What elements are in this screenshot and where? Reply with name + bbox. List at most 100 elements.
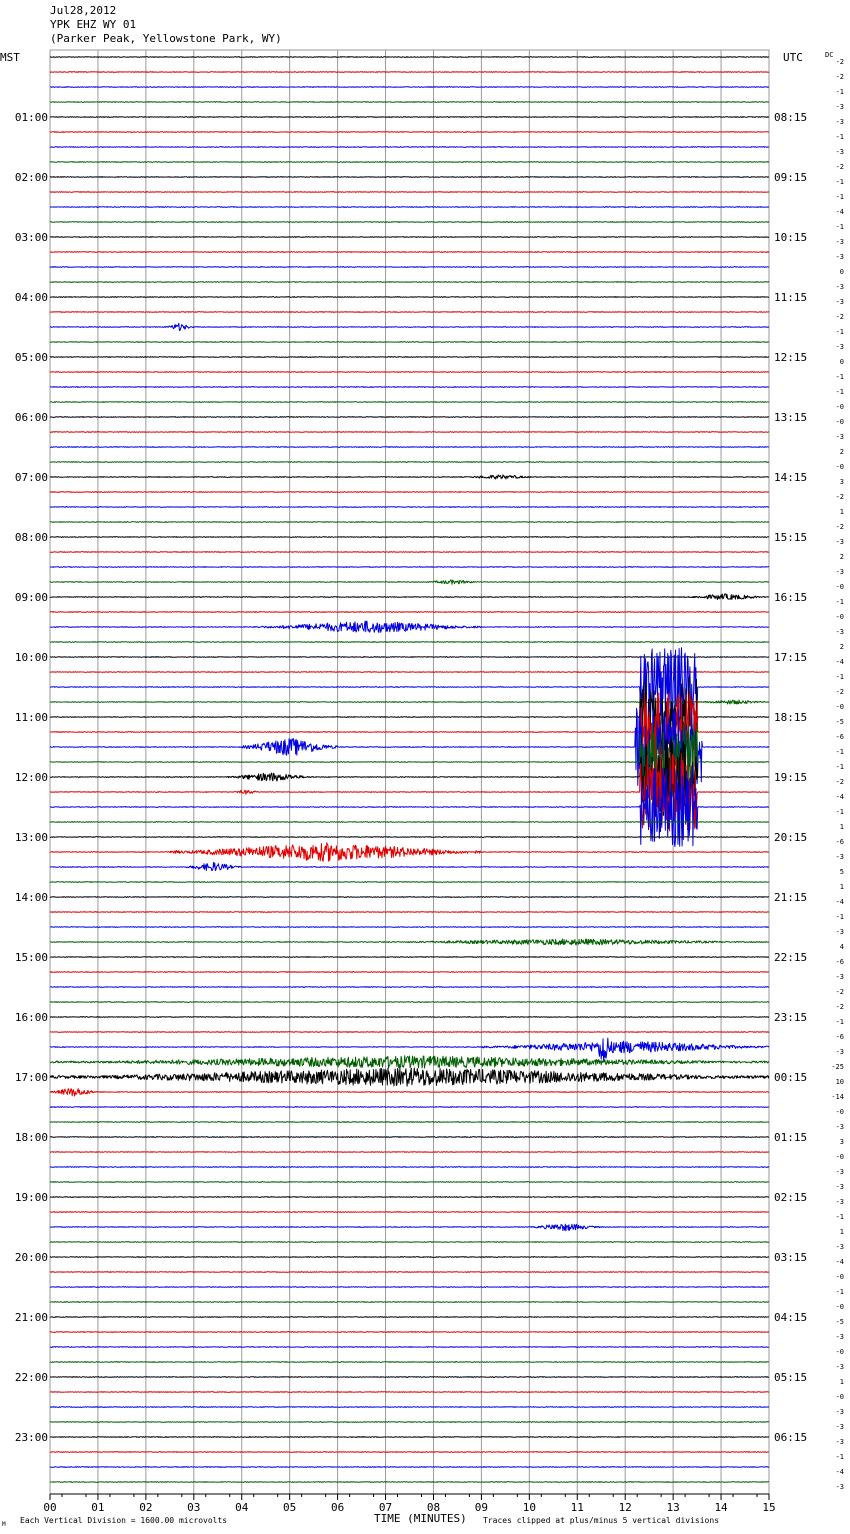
- dc-offset-label: -3: [836, 1183, 844, 1191]
- trace-line: [49, 938, 770, 946]
- dc-offset-label: -0: [836, 463, 844, 471]
- mst-hour-label: 03:00: [15, 231, 48, 244]
- utc-hour-label: 12:15: [774, 351, 807, 364]
- dc-offset-label: -0: [836, 613, 844, 621]
- dc-offset-label: -1: [836, 388, 844, 396]
- mst-hour-label: 12:00: [15, 771, 48, 784]
- trace-line: [49, 461, 770, 463]
- dc-offset-label: -3: [836, 1198, 844, 1206]
- utc-hour-label: 18:15: [774, 711, 807, 724]
- trace-line: [49, 1316, 770, 1318]
- trace-line: [49, 766, 770, 848]
- x-tick-label: 10: [523, 1501, 536, 1514]
- x-tick-label: 13: [667, 1501, 680, 1514]
- trace-line: [49, 1037, 770, 1063]
- trace-line: [49, 926, 770, 928]
- trace-line: [49, 161, 770, 163]
- dc-offset-label: -3: [836, 538, 844, 546]
- trace-line: [49, 971, 770, 973]
- trace-line: [49, 356, 770, 358]
- mst-hour-label: 23:00: [15, 1431, 48, 1444]
- mst-hour-label: 14:00: [15, 891, 48, 904]
- dc-offset-label: -6: [836, 838, 844, 846]
- utc-hour-label: 00:15: [774, 1071, 807, 1084]
- dc-offset-label: -6: [836, 733, 844, 741]
- dc-offset-label: 10: [836, 1078, 844, 1086]
- station-label: YPK EHZ WY 01: [50, 18, 137, 31]
- trace-line: [49, 721, 770, 803]
- utc-hour-label: 19:15: [774, 771, 807, 784]
- dc-offset-label: -3: [836, 148, 844, 156]
- trace-line: [49, 1211, 770, 1213]
- x-tick-label: 07: [379, 1501, 392, 1514]
- dc-offset-label: -3: [836, 1408, 844, 1416]
- mst-hour-label: 19:00: [15, 1191, 48, 1204]
- trace-line: [49, 506, 770, 508]
- trace-line: [49, 1406, 770, 1408]
- trace-line: [49, 221, 770, 223]
- utc-hour-label: 03:15: [774, 1251, 807, 1264]
- mst-label: MST: [0, 51, 20, 64]
- dc-offset-label: -4: [836, 793, 844, 801]
- dc-offset-label: -1: [836, 88, 844, 96]
- dc-offset-label: -2: [836, 688, 844, 696]
- trace-line: [49, 1301, 770, 1303]
- dc-label: DC: [825, 51, 833, 59]
- utc-label: UTC: [783, 51, 803, 64]
- mst-hour-label: 15:00: [15, 951, 48, 964]
- utc-hour-label: 06:15: [774, 1431, 807, 1444]
- x-axis-title: TIME (MINUTES): [374, 1512, 467, 1525]
- utc-hour-label: 08:15: [774, 111, 807, 124]
- scale-note: Each Vertical Division = 1600.00 microvo…: [20, 1516, 227, 1525]
- trace-line: [49, 236, 770, 238]
- mst-hour-label: 18:00: [15, 1131, 48, 1144]
- dc-offset-label: -3: [836, 283, 844, 291]
- dc-offset-label: -1: [836, 808, 844, 816]
- x-tick-label: 08: [427, 1501, 440, 1514]
- utc-hour-label: 09:15: [774, 171, 807, 184]
- trace-line: [49, 56, 770, 58]
- dc-offset-label: 1: [840, 1378, 844, 1386]
- x-tick-label: 04: [235, 1501, 249, 1514]
- trace-line: [49, 386, 770, 388]
- trace-line: [49, 191, 770, 193]
- mst-hour-label: 05:00: [15, 351, 48, 364]
- dc-offset-label: 2: [840, 643, 844, 651]
- trace-line: [49, 1436, 770, 1438]
- corner-mark: M: [2, 1521, 6, 1528]
- x-tick-label: 12: [619, 1501, 632, 1514]
- dc-offset-label: -0: [836, 403, 844, 411]
- trace-line: [49, 1256, 770, 1258]
- trace-line: [49, 176, 770, 178]
- utc-hour-label: 15:15: [774, 531, 807, 544]
- dc-offset-label: -4: [836, 1468, 844, 1476]
- trace-line: [49, 322, 770, 331]
- dc-offset-label: -1: [836, 133, 844, 141]
- dc-offset-label: -5: [836, 1318, 844, 1326]
- mst-hour-label: 08:00: [15, 531, 48, 544]
- trace-line: [49, 1391, 770, 1393]
- dc-offset-label: -3: [836, 1243, 844, 1251]
- dc-offset-label: -3: [836, 568, 844, 576]
- trace-line: [49, 131, 770, 133]
- mst-hour-label: 21:00: [15, 1311, 48, 1324]
- chart-header: Jul28,2012 YPK EHZ WY 01 (Parker Peak, Y…: [50, 4, 282, 46]
- trace-line: [49, 620, 770, 633]
- trace-line: [49, 1166, 770, 1168]
- trace-line: [49, 593, 770, 601]
- dc-offset-label: -3: [836, 433, 844, 441]
- trace-line: [49, 71, 770, 73]
- x-tick-label: 03: [187, 1501, 200, 1514]
- dc-offset-label: 0: [840, 268, 844, 276]
- trace-line: [49, 836, 769, 838]
- trace-line: [49, 416, 769, 418]
- trace-line: [49, 474, 770, 480]
- dc-offset-label: -3: [836, 1048, 844, 1056]
- axis-labels: MST UTC DC TIME (MINUTES) Each Vertical …: [0, 51, 844, 1528]
- trace-line: [49, 116, 770, 118]
- trace-line: [49, 1001, 770, 1003]
- mst-hour-label: 04:00: [15, 291, 48, 304]
- trace-line: [49, 1016, 770, 1018]
- mst-hour-label: 17:00: [15, 1071, 48, 1084]
- mst-hour-label: 11:00: [15, 711, 48, 724]
